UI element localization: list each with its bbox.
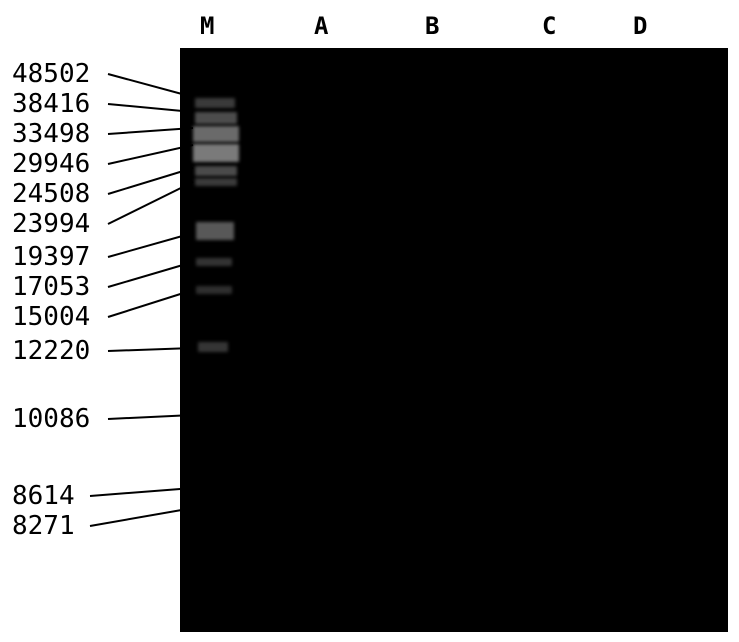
marker-label: 48502 bbox=[12, 59, 90, 89]
marker-label: 38416 bbox=[12, 89, 90, 119]
leader-line bbox=[90, 488, 193, 496]
gel-band bbox=[195, 112, 237, 124]
lane-label-c: C bbox=[542, 12, 556, 40]
gel-band bbox=[193, 144, 239, 162]
marker-label: 29946 bbox=[12, 149, 90, 179]
gel-band bbox=[195, 98, 235, 108]
gel-band bbox=[193, 126, 239, 142]
marker-label: 24508 bbox=[12, 179, 90, 209]
gel-image bbox=[180, 48, 728, 632]
gel-band bbox=[196, 222, 234, 240]
gel-band bbox=[195, 166, 237, 176]
marker-label: 12220 bbox=[12, 336, 90, 366]
marker-label: 17053 bbox=[12, 272, 90, 302]
gel-band bbox=[196, 258, 232, 266]
gel-band bbox=[195, 178, 237, 186]
lane-label-a: A bbox=[314, 12, 328, 40]
marker-label: 23994 bbox=[12, 209, 90, 239]
marker-label: 33498 bbox=[12, 119, 90, 149]
gel-band bbox=[198, 342, 228, 352]
marker-label: 19397 bbox=[12, 242, 90, 272]
marker-label: 8271 bbox=[12, 511, 75, 541]
lane-label-d: D bbox=[633, 12, 647, 40]
marker-label: 8614 bbox=[12, 481, 75, 511]
leader-line bbox=[90, 508, 193, 526]
lane-label-m: M bbox=[200, 12, 214, 40]
gel-band bbox=[196, 286, 232, 294]
marker-label: 15004 bbox=[12, 302, 90, 332]
marker-label: 10086 bbox=[12, 404, 90, 434]
lane-label-b: B bbox=[425, 12, 439, 40]
